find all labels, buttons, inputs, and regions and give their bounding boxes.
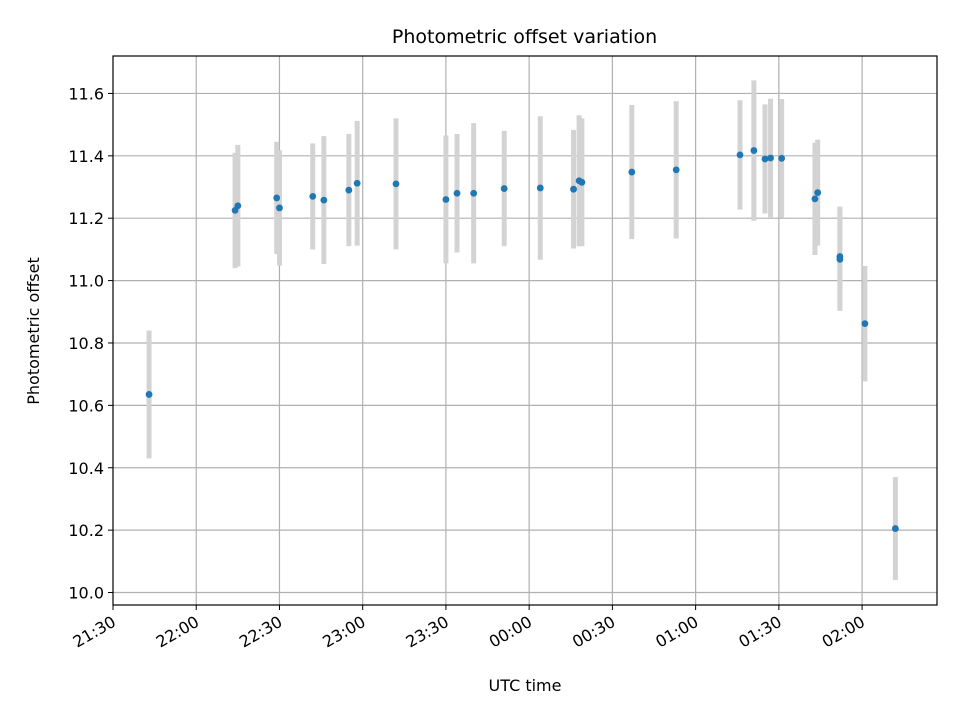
data-point [836, 253, 844, 260]
data-point [276, 204, 283, 212]
y-axis-label: Photometric offset [24, 257, 43, 405]
data-point [273, 194, 281, 202]
y-tick-label: 11.6 [68, 84, 104, 103]
plot-frame [112, 55, 938, 606]
y-tick-label: 11.2 [68, 209, 104, 228]
data-point [672, 166, 680, 174]
data-point [811, 195, 819, 203]
plot-area [113, 56, 937, 605]
data-point [345, 186, 353, 194]
y-tick-label: 10.6 [68, 396, 104, 415]
data-point [750, 147, 758, 154]
y-tick-label: 11.4 [68, 147, 104, 166]
data-point [570, 185, 577, 193]
data-point [353, 179, 361, 187]
data-point [442, 196, 450, 203]
y-tick-label: 11.0 [68, 272, 104, 291]
data-point [500, 185, 508, 192]
x-axis-label: UTC time [489, 676, 562, 695]
y-tick-label: 10.0 [68, 584, 104, 603]
y-axis: 10.0 10.2 10.4 10.6 10.8 11.0 11.2 11.4 11.6 [68, 84, 113, 603]
data-point [761, 155, 769, 163]
data-point [470, 189, 478, 197]
data-point [736, 151, 744, 159]
data-point [392, 180, 400, 188]
data-point [320, 196, 328, 204]
y-tick-label: 10.8 [68, 334, 104, 353]
data-point [145, 391, 153, 398]
data-point [861, 320, 869, 328]
data-point [234, 202, 242, 210]
data-point [536, 184, 544, 192]
data-point [453, 189, 461, 197]
data-points [145, 147, 899, 532]
data-point [628, 168, 636, 176]
grid [113, 56, 937, 605]
chart-title: Photometric offset variation [392, 26, 657, 48]
y-tick-label: 10.4 [68, 459, 104, 478]
y-tick-label: 10.2 [68, 521, 104, 540]
data-point [309, 192, 317, 200]
data-point [778, 154, 786, 162]
data-point [814, 189, 822, 197]
data-point [891, 525, 899, 532]
data-point [767, 154, 774, 162]
data-point [578, 178, 586, 186]
